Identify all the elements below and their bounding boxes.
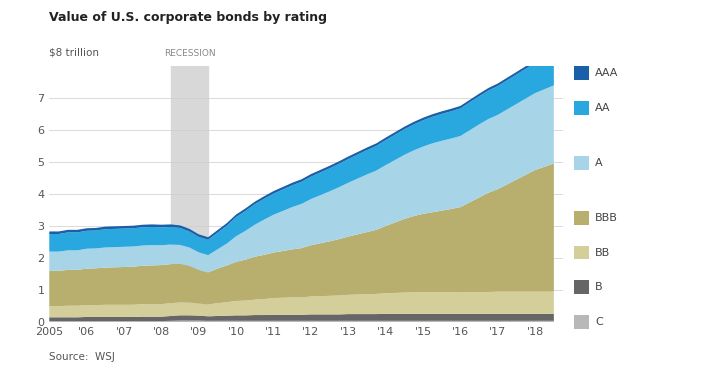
Text: RECESSION: RECESSION	[163, 49, 215, 58]
Text: A: A	[595, 158, 603, 168]
Bar	[574, 211, 589, 225]
Text: Value of U.S. corporate bonds by rating: Value of U.S. corporate bonds by rating	[49, 11, 327, 24]
Text: C: C	[595, 317, 603, 327]
Bar	[574, 246, 589, 259]
Text: AA: AA	[595, 103, 610, 113]
Text: B: B	[595, 282, 603, 292]
Bar	[574, 280, 589, 294]
Text: BBB: BBB	[595, 213, 617, 223]
Bar	[574, 156, 589, 170]
Bar	[574, 101, 589, 115]
Bar	[574, 315, 589, 329]
Text: BB: BB	[595, 247, 610, 258]
Bar	[574, 66, 589, 80]
Text: $8 trillion: $8 trillion	[49, 48, 99, 58]
Text: Source:  WSJ: Source: WSJ	[49, 352, 115, 362]
Bar	[171, 66, 208, 322]
Text: AAA: AAA	[595, 68, 618, 78]
